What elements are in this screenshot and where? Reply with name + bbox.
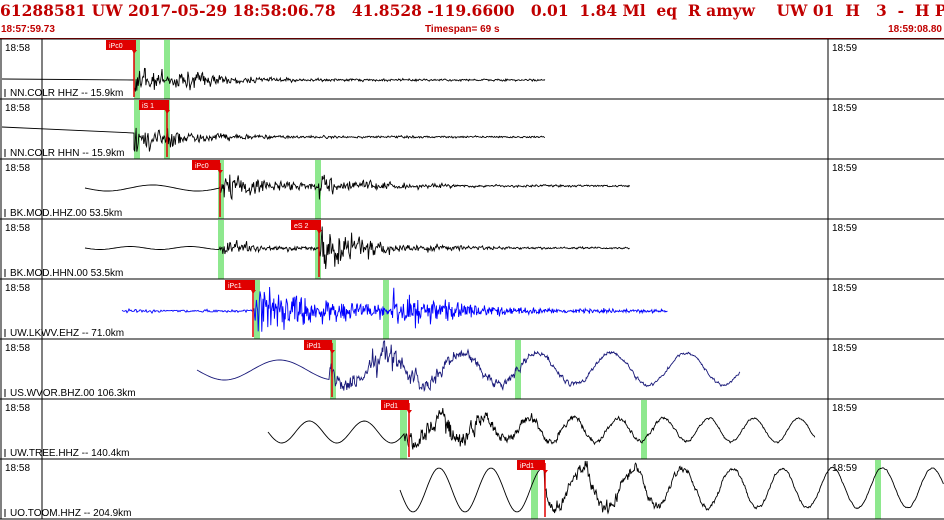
pick-flag[interactable] [106,40,136,50]
phase-window [641,400,647,459]
phase-window [875,460,881,519]
pick-flag[interactable] [304,340,332,350]
waveform-trace [121,286,668,332]
phase-window [315,220,321,279]
channel-label: NN.COLR HHN -- 15.9km [10,148,124,159]
phase-window [134,100,140,159]
tick-label: 18:58 [5,163,30,174]
tick-label: 18:59 [832,463,857,474]
tick-label: 18:59 [832,403,857,414]
pick-flag[interactable] [381,400,409,410]
channel-label: UW.TREE.HHZ -- 140.4km [10,448,129,459]
pick-label: iPc0 [109,43,123,50]
waveform-trace [399,460,944,515]
tick-label: 18:58 [5,403,30,414]
pick-label: iPc0 [195,163,209,170]
channel-row[interactable]: 18:58 18:59 iPc0 BK.MOD.HHZ.00 53.5km [0,158,944,219]
channel-label: US.WVOR.BHZ.00 106.3km [10,388,136,399]
tick-label: 18:58 [5,343,30,354]
tick-label: 18:59 [832,223,857,234]
pick-flag[interactable] [192,160,220,170]
tick-label: 18:58 [5,43,30,54]
tick-label: 18:59 [832,163,857,174]
channel-row[interactable]: 18:58 18:59 iPc1 UW.LKWV.EHZ -- 71.0km [0,278,944,339]
phase-window [531,460,538,519]
channel-label: NN.COLR HHZ -- 15.9km [10,88,123,99]
phase-window [218,160,224,219]
tick-label: 18:59 [832,103,857,114]
timespan: Timespan= 69 s [425,24,500,35]
channel-label: UO.TOOM.HHZ -- 204.9km [10,508,132,519]
waveform-trace [84,226,630,270]
channel-row[interactable]: 18:58 18:59 iPc0 NN.COLR HHZ -- 15.9km [0,38,944,99]
tick-label: 18:59 [832,283,857,294]
channel-label: BK.MOD.HHZ.00 53.5km [10,208,122,219]
channel-row[interactable]: 18:58 18:59 iPd1 US.WVOR.BHZ.00 106.3km [0,338,944,399]
tick-label: 18:59 [832,43,857,54]
pick-label: iS 1 [142,103,154,110]
waveform-trace [1,126,546,152]
phase-window [254,280,260,339]
start-time: 18:57:59.73 [1,24,55,35]
phase-window [330,340,336,399]
pick-flag[interactable] [139,100,169,110]
waveform-trace [84,174,630,201]
pick-label: iPd1 [384,403,398,410]
tick-label: 18:59 [832,343,857,354]
channel-row[interactable]: 18:58 18:59 iPd1 UO.TOOM.HHZ -- 204.9km [0,458,944,519]
waveform-trace [267,407,816,450]
phase-window [400,400,407,459]
tick-label: 18:58 [5,223,30,234]
pick-flag[interactable] [517,460,545,470]
channel-label: BK.MOD.HHN.00 53.5km [10,268,123,279]
pick-label: eS 2 [294,223,309,230]
phase-window [315,160,321,219]
channel-row[interactable]: 18:58 18:59 eS 2 BK.MOD.HHN.00 53.5km [0,218,944,279]
channel-row[interactable]: 18:58 18:59 iPd1 UW.TREE.HHZ -- 140.4km [0,398,944,459]
phase-window [383,280,389,339]
waveform-trace [1,67,546,92]
tick-label: 18:58 [5,283,30,294]
channel-row[interactable]: 18:58 18:59 iS 1 NN.COLR HHN -- 15.9km [0,98,944,159]
pick-label: iPc1 [228,283,242,290]
channel-label: UW.LKWV.EHZ -- 71.0km [10,328,124,339]
phase-window [164,40,170,99]
event-header: 61288581 UW 2017-05-29 18:58:06.78 41.85… [0,0,944,24]
pick-flag[interactable] [225,280,255,290]
pick-label: iPd1 [520,463,534,470]
event-title: 61288581 UW 2017-05-29 18:58:06.78 41.85… [0,1,944,20]
tick-label: 18:58 [5,103,30,114]
tick-label: 18:58 [5,463,30,474]
end-time: 18:59:08.80 [888,24,942,35]
pick-flag[interactable] [291,220,321,230]
waveform-trace [196,340,741,393]
pick-label: iPd1 [307,343,321,350]
phase-window [134,40,140,99]
